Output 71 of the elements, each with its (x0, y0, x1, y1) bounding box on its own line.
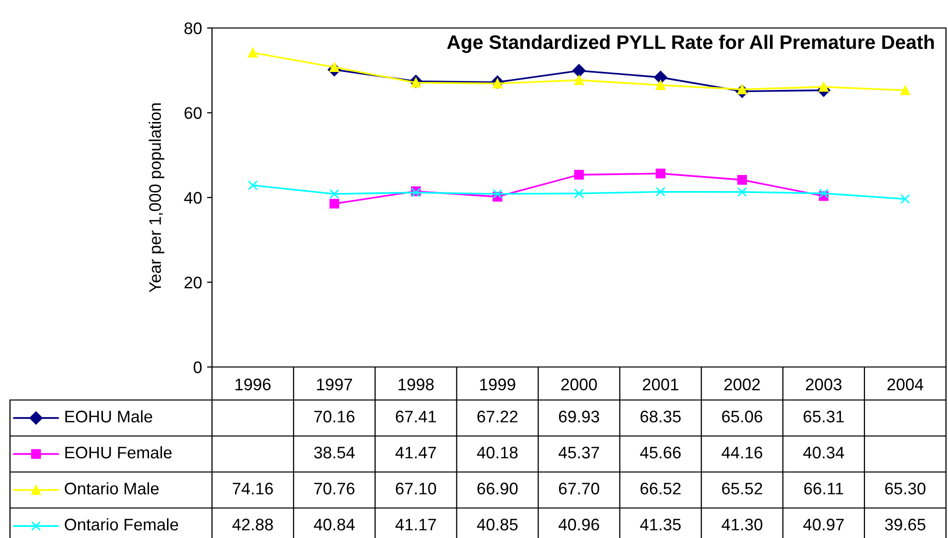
data-label: 70.76 (314, 482, 354, 494)
data-label: 40.96 (558, 518, 600, 530)
legend-label: Ontario Female (64, 518, 178, 530)
point (656, 168, 666, 178)
data-label: 67.41 (396, 410, 436, 422)
point (900, 194, 910, 204)
point (574, 75, 584, 85)
data-label: 66.52 (640, 482, 681, 494)
data-label: 38.54 (314, 446, 355, 458)
point (737, 175, 747, 185)
data-label: 45.66 (640, 446, 681, 458)
data-label: 40.85 (476, 518, 518, 530)
data-label: 67.22 (477, 410, 518, 422)
x-tick-label: 2001 (642, 378, 678, 390)
data-label: 65.06 (722, 410, 762, 422)
y-tick-label: 0 (194, 361, 202, 374)
data-label: 41.47 (395, 446, 436, 458)
legend-label: EOHU Female (65, 446, 172, 458)
data-label: 39.65 (885, 518, 926, 530)
data-label: 40.97 (803, 518, 844, 530)
data-label: 42.88 (232, 518, 273, 530)
point (818, 82, 829, 92)
point (574, 188, 584, 198)
data-label: 74.16 (232, 482, 273, 494)
chart-title: Age Standardized PYLL Rate for All Premature Death (447, 34, 934, 53)
point (329, 189, 340, 199)
point (248, 48, 258, 58)
y-tick-label: 20 (184, 276, 202, 288)
point (248, 180, 258, 190)
y-tick-label: 80 (184, 22, 202, 34)
point (654, 70, 668, 84)
data-label: 45.37 (558, 446, 600, 458)
y-axis-title: Year per 1,000 population (148, 103, 164, 292)
data-label: 67.10 (396, 482, 436, 494)
point (656, 80, 666, 90)
data-label: 41.17 (395, 518, 436, 530)
point (900, 85, 910, 96)
data-label: 40.84 (314, 518, 355, 530)
x-tick-label: 1996 (236, 378, 271, 390)
data-label: 70.16 (314, 410, 354, 422)
point (818, 188, 829, 198)
x-tick-label: 1999 (480, 378, 516, 390)
data-label: 67.70 (558, 482, 600, 494)
data-label: 40.34 (803, 446, 844, 458)
data-label: 41.35 (640, 518, 681, 530)
data-label: 41.30 (722, 518, 762, 530)
point (492, 189, 502, 199)
x-tick-label: 1998 (398, 378, 434, 390)
y-tick-label: 60 (184, 107, 202, 119)
data-label: 66.11 (804, 482, 844, 494)
point (656, 186, 666, 197)
legend-label: EOHU Male (65, 410, 152, 422)
data-label: 69.93 (558, 410, 600, 422)
x-tick-label: 2002 (724, 378, 760, 390)
data-label: 44.16 (722, 446, 762, 458)
data-label: 65.30 (885, 482, 926, 494)
point (329, 198, 340, 209)
data-label: 68.35 (640, 410, 681, 422)
x-tick-label: 2000 (561, 378, 597, 390)
point (572, 64, 586, 78)
y-tick-label: 40 (184, 192, 202, 204)
data-label: 65.52 (722, 482, 762, 494)
data-label: 66.90 (477, 482, 518, 494)
x-tick-label: 2004 (888, 378, 924, 390)
legend-label: Ontario Male (64, 482, 159, 494)
data-label: 40.18 (476, 446, 518, 458)
data-label: 65.31 (804, 410, 844, 422)
x-tick-label: 2003 (806, 378, 842, 390)
point (737, 187, 747, 197)
point (574, 170, 584, 180)
x-tick-label: 1997 (317, 378, 352, 390)
